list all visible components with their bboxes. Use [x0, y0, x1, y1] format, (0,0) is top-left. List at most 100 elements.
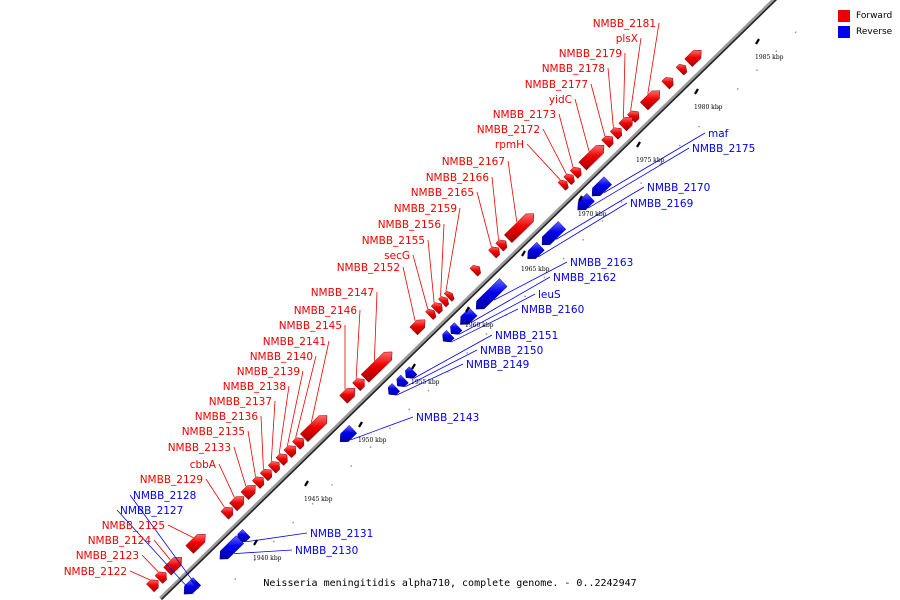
- leader-nmbb-2178: [607, 67, 614, 128]
- gene-nmbb-2163: [475, 278, 508, 310]
- label-nmbb-2139: NMBB_2139: [237, 366, 300, 378]
- gene-nmbb-2133: [240, 485, 256, 501]
- legend-item-reverse: Reverse: [838, 24, 898, 40]
- label-nmbb-2129: NMBB_2129: [140, 474, 203, 486]
- gene-nmbb-2160: [442, 329, 455, 343]
- axis-line: [159, 0, 775, 599]
- gene-block: [661, 77, 674, 90]
- tick-mark: [253, 539, 258, 546]
- leader-nmbb-2170: [555, 186, 645, 240]
- legend: Forward Reverse: [838, 8, 898, 40]
- leader-plsx: [630, 37, 642, 111]
- label-cbba: cbbA: [190, 459, 217, 471]
- label-nmbb-2166: NMBB_2166: [426, 172, 490, 184]
- track-dot: [253, 559, 256, 562]
- legend-label-reverse: Reverse: [856, 27, 893, 37]
- gene-nmbb-2170: [541, 221, 567, 246]
- tick-label: 1970 kbp: [578, 211, 607, 218]
- label-nmbb-2170: NMBB_2170: [647, 182, 710, 194]
- gene-leus: [450, 322, 463, 335]
- label-nmbb-2165: NMBB_2165: [411, 187, 474, 199]
- reverse-swatch: [838, 26, 850, 38]
- tick-label: 1940 kbp: [253, 555, 282, 562]
- leader-nmbb-2146: [355, 309, 361, 379]
- track-dot: [427, 389, 430, 392]
- gene-nmbb-2129: [220, 506, 234, 520]
- leader-nmbb-2166: [491, 176, 499, 240]
- label-nmbb-2162: NMBB_2162: [553, 272, 616, 284]
- track-dot: [775, 50, 778, 52]
- track-dot: [543, 276, 546, 279]
- leader-nmbb-2152: [402, 266, 416, 322]
- label-nmbb-2150: NMBB_2150: [480, 345, 543, 357]
- gene-yidc: [578, 144, 605, 171]
- track-dot: [389, 427, 391, 430]
- tick-label: 1955 kbp: [411, 379, 440, 386]
- label-nmbb-2155: NMBB_2155: [362, 235, 425, 247]
- leader-nmbb-2133: [233, 446, 247, 487]
- gene-secg: [425, 308, 437, 320]
- track-dot: [466, 352, 468, 354]
- label-nmbb-2140: NMBB_2140: [250, 351, 313, 363]
- tick-mark: [694, 88, 699, 95]
- label-nmbb-2137: NMBB_2137: [209, 396, 272, 408]
- leader-nmbb-2135: [247, 430, 256, 477]
- tick-label: 1960 kbp: [465, 322, 494, 329]
- label-nmbb-2123: NMBB_2123: [76, 550, 139, 562]
- leader-nmbb-2139: [286, 370, 304, 446]
- leader-nmbb-2128: [129, 494, 199, 589]
- label-nmbb-2122: NMBB_2122: [64, 566, 127, 578]
- label-nmbb-2152: NMBB_2152: [337, 262, 400, 274]
- label-nmbb-2145: NMBB_2145: [279, 320, 342, 332]
- leader-nmbb-2156: [440, 223, 445, 297]
- track-dot: [292, 521, 294, 524]
- gene-nmbb-2149: [387, 383, 401, 396]
- gene-nmbb-2167: [503, 213, 535, 244]
- gene-nmbb-2178: [609, 127, 623, 140]
- label-nmbb-2159: NMBB_2159: [394, 203, 457, 215]
- gene-nmbb-2139: [283, 445, 297, 459]
- label-nmbb-2136: NMBB_2136: [195, 411, 259, 423]
- tick-label: 1945 kbp: [304, 496, 333, 503]
- leader-nmbb-2122: [129, 570, 151, 581]
- track-dot: [563, 257, 565, 260]
- gene-nmbb-2125: [185, 533, 206, 554]
- label-nmbb-2181: NMBB_2181: [593, 18, 656, 30]
- forward-swatch: [838, 10, 850, 22]
- label-leaders: [116, 22, 706, 594]
- label-secg: secG: [384, 250, 410, 262]
- leader-secg: [412, 254, 429, 309]
- label-nmbb-2151: NMBB_2151: [495, 330, 558, 342]
- leader-leus: [458, 293, 536, 335]
- gene-nmbb-2175: [577, 193, 595, 211]
- label-nmbb-2167: NMBB_2167: [442, 156, 505, 168]
- leader-nmbb-2172: [542, 128, 567, 174]
- track-dot: [698, 125, 700, 128]
- gene-rpmh: [557, 179, 569, 191]
- label-nmbb-2141: NMBB_2141: [263, 336, 326, 348]
- label-nmbb-2179: NMBB_2179: [559, 48, 622, 60]
- label-nmbb-2147: NMBB_2147: [311, 287, 374, 299]
- tick-mark: [578, 195, 583, 202]
- gene-nmbb-2124: [163, 557, 182, 576]
- gene-nmbb-2127: [183, 579, 199, 595]
- label-rpmh: rpmH: [495, 139, 524, 151]
- leader-maf: [603, 132, 706, 193]
- leader-nmbb-2150: [404, 349, 478, 388]
- gene-nmbb-2169: [527, 241, 545, 260]
- track-dot: [524, 295, 526, 298]
- gene-nmbb-2151: [405, 366, 418, 379]
- label-nmbb-2135: NMBB_2135: [182, 426, 245, 438]
- label-yidc: yidC: [549, 94, 572, 106]
- leader-nmbb-2163: [493, 261, 568, 301]
- track-dot: [794, 31, 797, 34]
- gene-nmbb-2159: [443, 290, 455, 302]
- track-dot: [331, 484, 333, 486]
- gene-features: [146, 49, 702, 595]
- tick-label: 1965 kbp: [521, 266, 550, 273]
- label-nmbb-2133: NMBB_2133: [168, 442, 231, 454]
- leader-nmbb-2155: [427, 239, 435, 303]
- leader-cbba: [218, 463, 235, 498]
- leader-nmbb-2141: [310, 340, 330, 423]
